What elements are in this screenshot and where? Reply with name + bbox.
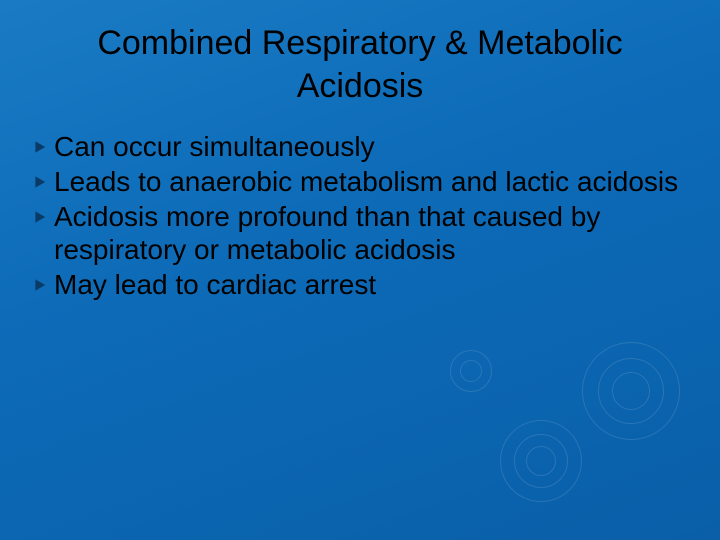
bullet-text: May lead to cardiac arrest	[54, 268, 680, 301]
chevron-right-icon	[34, 175, 48, 189]
chevron-right-icon	[34, 140, 48, 154]
slide-body: Can occur simultaneously Leads to anaero…	[34, 130, 680, 303]
slide: Combined Respiratory & Metabolic Acidosi…	[0, 0, 720, 540]
ripple-circle	[514, 434, 568, 488]
bullet-item: Leads to anaerobic metabolism and lactic…	[34, 165, 680, 198]
ripple-circle	[450, 350, 492, 392]
bullet-item: Acidosis more profound than that caused …	[34, 200, 680, 266]
chevron-right-icon	[34, 210, 48, 224]
ripple-circle	[598, 358, 664, 424]
chevron-right-icon	[34, 278, 48, 292]
ripple-circle	[460, 360, 482, 382]
bullet-item: May lead to cardiac arrest	[34, 268, 680, 301]
bullet-item: Can occur simultaneously	[34, 130, 680, 163]
bullet-text: Can occur simultaneously	[54, 130, 680, 163]
ripple-circle	[582, 342, 680, 440]
ripple-circle	[500, 420, 582, 502]
bullet-text: Acidosis more profound than that caused …	[54, 200, 680, 266]
bullet-text: Leads to anaerobic metabolism and lactic…	[54, 165, 680, 198]
slide-title: Combined Respiratory & Metabolic Acidosi…	[0, 22, 720, 107]
background-ripples	[430, 330, 690, 510]
ripple-circle	[612, 372, 650, 410]
ripple-circle	[526, 446, 556, 476]
